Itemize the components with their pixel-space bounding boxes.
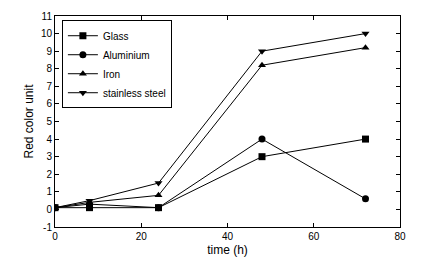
svg-text:Red color unit: Red color unit <box>22 84 36 159</box>
svg-text:0: 0 <box>46 204 52 215</box>
svg-text:11: 11 <box>42 11 53 22</box>
svg-text:5: 5 <box>46 116 52 127</box>
svg-text:9: 9 <box>46 46 52 57</box>
svg-text:0: 0 <box>52 231 58 242</box>
svg-text:stainless steel: stainless steel <box>103 88 166 99</box>
svg-text:20: 20 <box>136 231 148 242</box>
svg-text:3: 3 <box>46 151 52 162</box>
svg-text:60: 60 <box>308 231 320 242</box>
svg-text:10: 10 <box>41 28 53 39</box>
svg-text:time (h): time (h) <box>207 243 248 257</box>
svg-text:-1: -1 <box>43 222 52 233</box>
svg-text:Iron: Iron <box>103 69 120 80</box>
svg-text:6: 6 <box>46 98 52 109</box>
svg-text:1: 1 <box>46 186 52 197</box>
svg-text:40: 40 <box>222 231 234 242</box>
svg-text:80: 80 <box>394 231 406 242</box>
svg-text:4: 4 <box>46 134 52 145</box>
svg-text:Glass: Glass <box>103 31 129 42</box>
svg-text:2: 2 <box>46 169 52 180</box>
svg-text:7: 7 <box>46 81 52 92</box>
svg-text:Aluminium: Aluminium <box>103 50 150 61</box>
svg-text:8: 8 <box>46 63 52 74</box>
